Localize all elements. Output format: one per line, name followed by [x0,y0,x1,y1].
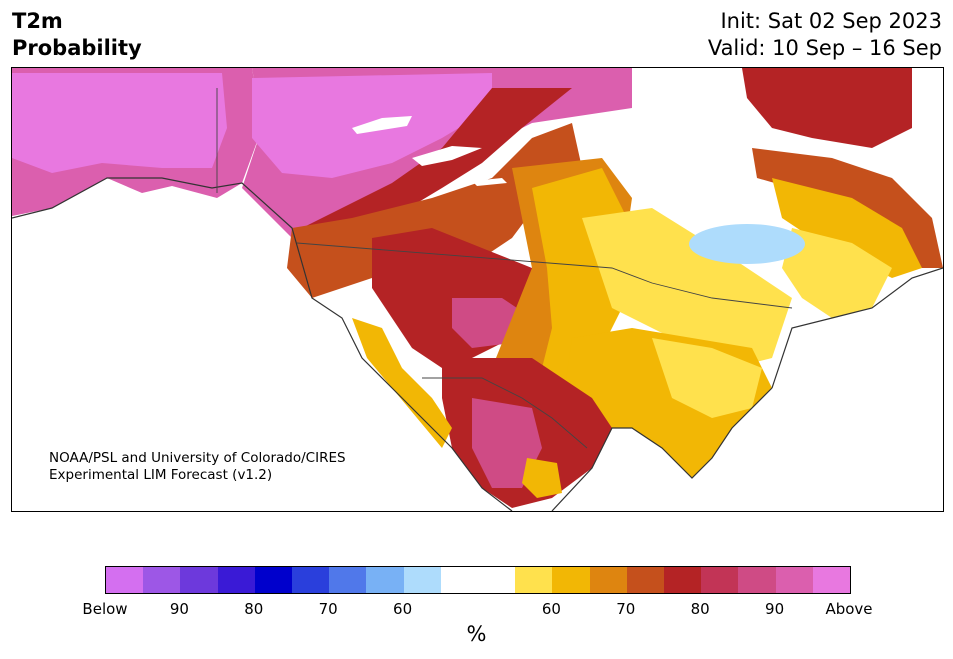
colorbar-swatch [217,567,255,593]
coastline-gulf [551,387,773,511]
alaska-core [12,73,227,173]
credit-line-1: NOAA/PSL and University of Colorado/CIRE… [49,450,346,466]
pacific-yellow [352,318,452,448]
atlantic-yellow [782,228,892,318]
labrador-red [742,68,912,148]
colorbar-tick-label: 60 [541,600,561,618]
map-panel [11,67,944,512]
colorbar-tick-label: 80 [244,600,264,618]
southeast-yellow [652,338,762,418]
colorbar-swatch [180,567,218,593]
title-line-2: Probability [12,36,142,60]
map-title: T2m Probability [12,8,142,62]
colorbar-tick-label: 80 [690,600,710,618]
title-line-1: T2m [12,9,63,33]
colorbar-swatch [701,567,739,593]
forecast-dates: Init: Sat 02 Sep 2023 Valid: 10 Sep – 16… [708,8,942,62]
init-date: Init: Sat 02 Sep 2023 [720,9,942,33]
mexico-pink [472,398,542,488]
colorbar-swatch [143,567,181,593]
colorbar-tick-label: 90 [765,600,785,618]
border-us-mexico [422,377,588,449]
colorbar-swatch [254,567,293,593]
colorbar-swatch [664,567,702,593]
valid-range: Valid: 10 Sep – 16 Sep [707,36,942,60]
colorbar-tick-label: 90 [169,600,189,618]
lake-athabasca [472,178,507,186]
mexico-gold-spot [522,458,562,498]
colorbar-tick-label: Above [825,600,873,618]
colorbar-swatch [403,567,441,593]
colorbar-swatch [478,567,516,593]
colorbar-swatch [366,567,404,593]
colorbar-swatch [626,567,665,593]
colorbar-swatch [292,567,330,593]
great-slave-lake [412,146,482,166]
colorbar-swatch [775,567,813,593]
great-lakes-yellow [582,208,792,368]
colorbar-tick-labels: Below 90 80 70 60 60 70 80 90 Above [82,600,872,618]
colorbar-tick-label: Below [82,600,128,618]
coastline-east [771,267,943,389]
colorbar-swatch [552,567,590,593]
colorbar-swatch [589,567,627,593]
colorbar-tick-label: 70 [318,600,338,618]
border-us-canada [296,242,793,309]
colorbar-swatch [106,567,144,593]
colorbar-swatch [515,567,553,593]
great-bear-lake [352,116,412,134]
credit-line-2: Experimental LIM Forecast (v1.2) [49,467,273,483]
probability-map [12,68,943,511]
probability-colorbar [105,566,851,594]
colorbar-swatch [440,567,479,593]
coastline-west [12,177,513,511]
colorbar-tick-label: 60 [393,600,413,618]
colorbar-swatch [738,567,776,593]
hudson-blue-area [689,224,805,264]
colorbar-unit: % [466,622,487,646]
colorbar-tick-label: 70 [616,600,636,618]
west-red-region [287,123,582,298]
colorbar-swatch [812,567,851,593]
credit-text: NOAA/PSL and University of Colorado/CIRE… [49,450,346,484]
colorbar-swatch [329,567,367,593]
canada-red-band [302,88,572,243]
quebec-gold [772,178,922,278]
